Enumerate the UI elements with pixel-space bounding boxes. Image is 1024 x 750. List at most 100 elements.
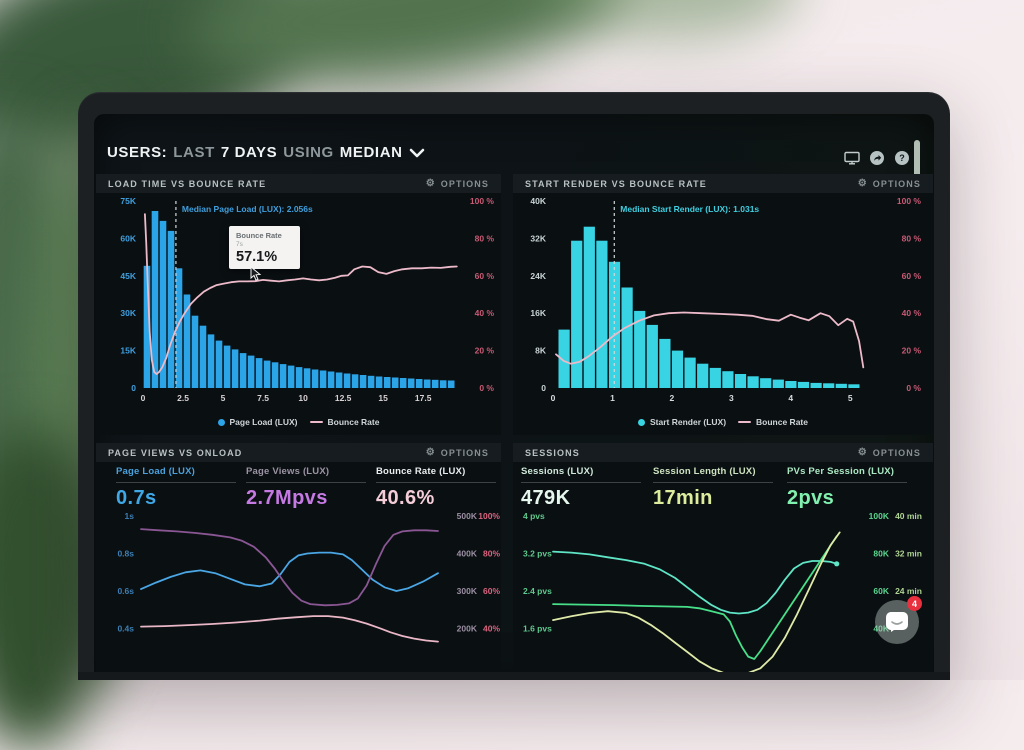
panel-title: LOAD TIME VS BOUNCE RATE: [108, 178, 267, 189]
metric-label: PVs Per Session (LUX): [787, 466, 907, 483]
options-label: OPTIONS: [872, 178, 921, 189]
legend-label: Page Load (LUX): [229, 417, 298, 427]
metric-value: 479K: [521, 487, 571, 509]
svg-text:60K: 60K: [120, 233, 136, 243]
page-load-line: [140, 551, 439, 592]
svg-text:4 pvs: 4 pvs: [523, 511, 545, 521]
svg-text:2.5: 2.5: [177, 393, 189, 403]
axis-tick-labels: 75K 60K 45K 30K 15K 0 100 % 80 % 60 % 40 % 20 % 0 %…: [120, 196, 494, 403]
svg-text:17.5: 17.5: [415, 393, 432, 403]
options-button[interactable]: ⚙ OPTIONS: [857, 446, 921, 458]
chart-legend: Start Render (LUX) Bounce Rate: [513, 417, 933, 427]
title-days: 7 DAYS: [220, 144, 278, 161]
header-icon-row: ?: [844, 150, 910, 166]
metric-bounce-rate: Bounce Rate (LUX) 40.6%: [376, 466, 496, 510]
gear-icon: ⚙: [857, 446, 868, 458]
metric-sessions: Sessions (LUX) 479K: [521, 466, 641, 510]
gear-icon: ⚙: [425, 446, 436, 458]
options-button[interactable]: ⚙ OPTIONS: [426, 178, 489, 189]
title-using: USING: [283, 144, 334, 161]
title-users: USERS:: [107, 144, 168, 161]
svg-text:0.4s: 0.4s: [117, 624, 134, 634]
options-button[interactable]: ⚙ OPTIONS: [425, 446, 489, 458]
svg-text:32 min: 32 min: [895, 549, 922, 559]
chart-legend: Page Load (LUX) Bounce Rate: [96, 417, 501, 427]
svg-text:60K: 60K: [873, 586, 889, 596]
help-icon[interactable]: ?: [894, 150, 910, 166]
legend-dot-swatch: [217, 418, 225, 426]
metric-session-length: Session Length (LUX) 17min: [653, 466, 773, 510]
svg-text:60 %: 60 %: [475, 271, 495, 281]
panel-start-render-vs-bounce-rate: START RENDER VS BOUNCE RATE ⚙ OPTIONS 40…: [513, 174, 933, 435]
bounce-rate-line: [555, 311, 865, 369]
svg-text:200K: 200K: [457, 624, 478, 634]
options-label: OPTIONS: [440, 447, 489, 458]
legend-label: Start Render (LUX): [649, 417, 727, 427]
chat-notification-badge: 4: [907, 596, 922, 611]
svg-text:12.5: 12.5: [335, 393, 352, 403]
svg-text:1: 1: [610, 393, 615, 403]
share-icon[interactable]: [869, 150, 885, 166]
svg-text:20 %: 20 %: [902, 346, 922, 356]
legend-label: Bounce Rate: [327, 417, 380, 427]
options-button[interactable]: ⚙ OPTIONS: [858, 178, 921, 189]
svg-text:100 %: 100 %: [470, 196, 495, 206]
svg-text:30K: 30K: [120, 308, 136, 318]
svg-text:3: 3: [729, 393, 734, 403]
svg-text:80 %: 80 %: [475, 233, 495, 243]
metric-page-views: Page Views (LUX) 2.7Mpvs: [246, 466, 366, 510]
legend-item: Page Load (LUX): [217, 417, 298, 427]
legend-item: Bounce Rate: [738, 417, 808, 427]
svg-text:0 %: 0 %: [906, 383, 921, 393]
panel-title: SESSIONS: [525, 447, 580, 458]
svg-text:2: 2: [670, 393, 675, 403]
svg-text:80 %: 80 %: [902, 233, 922, 243]
svg-text:0.6s: 0.6s: [117, 586, 134, 596]
svg-text:15K: 15K: [120, 346, 136, 356]
median-annotation: Median Page Load (LUX): 2.056s: [182, 204, 313, 214]
svg-text:7.5: 7.5: [257, 393, 269, 403]
svg-text:500K: 500K: [457, 511, 478, 521]
title-median: MEDIAN: [339, 144, 403, 161]
legend-item: Start Render (LUX): [637, 417, 727, 427]
svg-text:80%: 80%: [483, 549, 500, 559]
svg-text:0: 0: [131, 383, 136, 393]
options-label: OPTIONS: [440, 178, 489, 189]
svg-text:0: 0: [141, 393, 146, 403]
bounce-rate-tooltip: Bounce Rate 7s 57.1%: [229, 226, 300, 269]
svg-text:15: 15: [378, 393, 388, 403]
tooltip-title: Bounce Rate: [236, 231, 282, 240]
sessions-line: [552, 550, 838, 615]
svg-text:32K: 32K: [530, 233, 546, 243]
svg-text:40%: 40%: [483, 624, 500, 634]
metric-value: 0.7s: [116, 487, 157, 509]
chat-widget-button[interactable]: 4: [875, 596, 922, 644]
axis-tick-labels: 1s 0.8s 0.6s 0.4s 500K 100% 400K 80% 300K 60% 200K…: [117, 511, 500, 634]
axis-tick-labels: 4 pvs 3.2 pvs 2.4 pvs 1.6 pvs 100K 40 min 80K 3…: [523, 511, 922, 634]
legend-label: Bounce Rate: [756, 417, 808, 427]
tooltip-value: 57.1%: [236, 249, 278, 265]
metric-label: Page Load (LUX): [116, 466, 236, 483]
svg-text:100 %: 100 %: [897, 196, 922, 206]
svg-text:1.6 pvs: 1.6 pvs: [523, 624, 552, 634]
histogram-bars: [143, 211, 455, 388]
svg-text:45K: 45K: [120, 271, 136, 281]
svg-text:80K: 80K: [873, 549, 889, 559]
monitor-icon[interactable]: [844, 150, 860, 166]
legend-line-swatch: [309, 421, 323, 423]
page-views-line-chart: 1s 0.8s 0.6s 0.4s 500K 100% 400K 80% 300K 60% 200K…: [117, 511, 500, 643]
svg-text:2.4 pvs: 2.4 pvs: [523, 586, 552, 596]
metric-label: Page Views (LUX): [246, 466, 366, 483]
start-render-histogram-chart: 40K 32K 24K 16K 8K 0 100 % 80 % 60 % 40 % 20 % 0 % 0…: [530, 196, 922, 403]
svg-text:75K: 75K: [120, 196, 136, 206]
chevron-down-icon: [409, 148, 424, 157]
legend-dot-swatch: [637, 418, 645, 426]
metric-row: Sessions (LUX) 479K Session Length (LUX)…: [513, 462, 933, 510]
svg-text:5: 5: [848, 393, 853, 403]
title-last: LAST: [173, 144, 215, 161]
svg-text:0: 0: [551, 393, 556, 403]
metric-value: 2pvs: [787, 487, 835, 509]
dashboard-title-dropdown[interactable]: USERS: LAST 7 DAYS USING MEDIAN: [107, 144, 425, 161]
legend-line-swatch: [738, 421, 752, 423]
panel-page-views-vs-onload: PAGE VIEWS VS ONLOAD ⚙ OPTIONS Page Load…: [96, 443, 501, 678]
